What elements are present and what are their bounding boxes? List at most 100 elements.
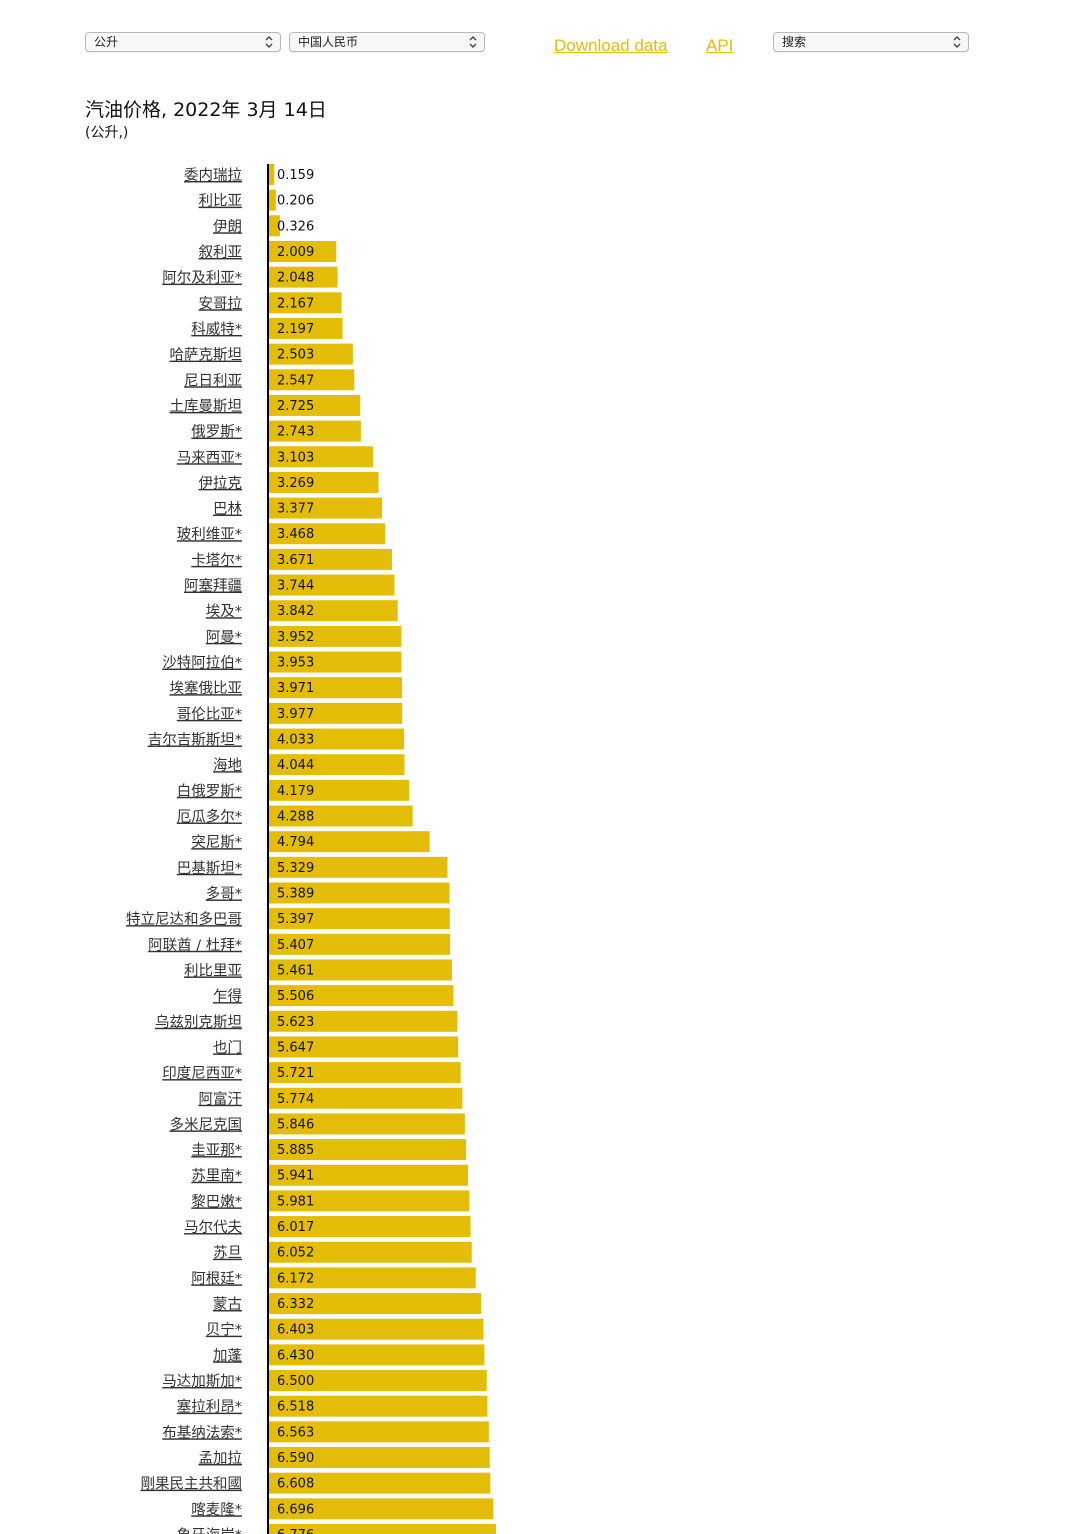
country-link-7[interactable]: 哈萨克斯坦 — [170, 347, 243, 364]
bar-value-label-5: 2.167 — [277, 296, 314, 311]
bar-value-label-22: 4.033 — [277, 733, 314, 748]
country-link-17[interactable]: 埃及* — [206, 603, 242, 620]
download-data-link[interactable]: Download data — [554, 36, 668, 55]
unit-select[interactable]: 公升 — [85, 32, 281, 52]
bar-value-label-16: 3.744 — [277, 579, 314, 594]
bar-value-label-26: 4.794 — [277, 835, 314, 850]
bar-value-label-50: 6.590 — [277, 1451, 314, 1466]
country-link-35[interactable]: 印度尼西亚* — [162, 1065, 242, 1082]
bar-41 — [269, 1216, 471, 1238]
country-link-14[interactable]: 玻利维亚* — [177, 526, 242, 543]
country-link-27[interactable]: 巴基斯坦* — [177, 860, 242, 877]
country-link-45[interactable]: 贝宁* — [206, 1322, 242, 1339]
bar-value-label-29: 5.397 — [277, 912, 314, 927]
bar-value-label-32: 5.506 — [277, 989, 314, 1004]
country-link-50[interactable]: 孟加拉 — [199, 1450, 243, 1467]
country-link-37[interactable]: 多米尼克国 — [170, 1116, 243, 1133]
country-link-12[interactable]: 伊拉克 — [199, 475, 243, 492]
country-link-21[interactable]: 哥伦比亚* — [177, 706, 242, 723]
country-link-16[interactable]: 阿塞拜疆 — [184, 577, 242, 595]
bar-value-label-3: 2.009 — [277, 245, 314, 260]
bar-value-label-47: 6.500 — [277, 1374, 314, 1389]
country-link-11[interactable]: 马来西亚* — [177, 449, 242, 466]
bar-value-label-15: 3.671 — [277, 553, 314, 568]
bar-value-label-33: 5.623 — [277, 1015, 314, 1030]
country-link-49[interactable]: 布基纳法索* — [162, 1424, 242, 1441]
country-link-43[interactable]: 阿根廷* — [191, 1270, 242, 1287]
country-link-26[interactable]: 突尼斯* — [191, 834, 242, 851]
currency-select[interactable]: 中国人民币 — [289, 32, 485, 52]
country-link-29[interactable]: 特立尼达和多巴哥 — [126, 911, 242, 928]
bar-value-label-7: 2.503 — [277, 348, 314, 363]
api-link[interactable]: API — [706, 36, 734, 55]
country-link-19[interactable]: 沙特阿拉伯* — [162, 655, 242, 672]
country-link-32[interactable]: 乍得 — [213, 988, 242, 1005]
bar-value-label-44: 6.332 — [277, 1297, 314, 1312]
country-link-41[interactable]: 马尔代夫 — [184, 1219, 242, 1236]
bar-chart: 委内瑞拉 0.159 利比亚 0.206 伊朗 0.326 叙利亚 2.009 阿尔及利亚* 2.… — [126, 164, 496, 1534]
bar-40 — [269, 1190, 470, 1212]
country-link-15[interactable]: 卡塔尔* — [191, 552, 242, 569]
bar-value-label-36: 5.774 — [277, 1092, 314, 1107]
country-link-24[interactable]: 白俄罗斯* — [177, 783, 242, 800]
bar-8 — [269, 369, 355, 391]
country-link-38[interactable]: 圭亚那* — [191, 1142, 242, 1159]
bar-0 — [269, 164, 275, 185]
country-link-10[interactable]: 俄罗斯* — [191, 424, 242, 441]
country-link-46[interactable]: 加蓬 — [213, 1347, 242, 1364]
bar-value-label-23: 4.044 — [277, 758, 314, 773]
bar-20 — [269, 677, 403, 699]
country-link-33[interactable]: 乌兹别克斯坦 — [155, 1014, 242, 1031]
bar-48 — [269, 1395, 488, 1417]
bar-36 — [269, 1087, 463, 1109]
country-link-31[interactable]: 利比里亚 — [184, 962, 242, 979]
country-link-39[interactable]: 苏里南* — [191, 1168, 242, 1185]
bar-value-label-14: 3.468 — [277, 527, 314, 542]
country-link-28[interactable]: 多哥* — [206, 885, 242, 902]
country-link-3[interactable]: 叙利亚 — [199, 244, 243, 261]
country-link-40[interactable]: 黎巴嫩* — [191, 1193, 242, 1210]
search-select[interactable]: 搜索 — [773, 32, 969, 52]
search-select-value: 搜索 — [782, 35, 807, 49]
country-link-52[interactable]: 喀麦隆* — [191, 1501, 242, 1518]
bar-32 — [269, 985, 454, 1007]
country-link-20[interactable]: 埃塞俄比亚 — [170, 679, 243, 697]
country-link-47[interactable]: 马达加斯加* — [162, 1373, 242, 1390]
bar-value-label-25: 4.288 — [277, 810, 314, 825]
bar-2 — [269, 215, 280, 237]
country-link-18[interactable]: 阿曼* — [206, 629, 242, 646]
bar-value-label-13: 3.377 — [277, 502, 314, 517]
country-link-36[interactable]: 阿富汗 — [199, 1090, 243, 1108]
country-link-2[interactable]: 伊朗 — [213, 218, 242, 235]
bar-value-label-1: 0.206 — [277, 194, 314, 209]
country-link-51[interactable]: 剛果民主共和國 — [141, 1476, 243, 1493]
bar-value-label-2: 0.326 — [277, 219, 314, 234]
select-arrows-icon — [953, 36, 961, 48]
bar-value-label-21: 3.977 — [277, 707, 314, 722]
bar-value-label-38: 5.885 — [277, 1143, 314, 1158]
country-link-48[interactable]: 塞拉利昂* — [177, 1398, 242, 1416]
country-link-42[interactable]: 苏旦 — [213, 1245, 242, 1262]
bar-18 — [269, 625, 402, 647]
country-link-25[interactable]: 厄瓜多尔* — [177, 809, 242, 826]
select-arrows-icon — [265, 36, 273, 48]
bar-value-label-37: 5.846 — [277, 1117, 314, 1132]
country-link-44[interactable]: 蒙古 — [213, 1296, 242, 1313]
country-link-53[interactable]: 象牙海岸* — [177, 1527, 242, 1534]
country-link-9[interactable]: 土库曼斯坦 — [170, 398, 243, 415]
country-link-8[interactable]: 尼日利亚 — [184, 372, 242, 389]
country-link-4[interactable]: 阿尔及利亚* — [162, 270, 242, 287]
country-link-23[interactable]: 海地 — [213, 757, 242, 774]
country-link-0[interactable]: 委内瑞拉 — [184, 167, 242, 184]
bar-44 — [269, 1293, 482, 1315]
country-link-5[interactable]: 安哥拉 — [199, 295, 243, 312]
country-link-6[interactable]: 科威特* — [191, 321, 242, 338]
country-link-1[interactable]: 利比亚 — [199, 193, 243, 210]
country-link-34[interactable]: 也门 — [213, 1039, 242, 1056]
country-link-30[interactable]: 阿联酋 / 杜拜* — [148, 936, 242, 954]
country-link-13[interactable]: 巴林 — [213, 501, 242, 518]
country-link-22[interactable]: 吉尔吉斯斯坦* — [148, 732, 242, 749]
bar-value-label-34: 5.647 — [277, 1040, 314, 1055]
bar-value-label-31: 5.461 — [277, 963, 314, 978]
bar-value-label-6: 2.197 — [277, 322, 314, 337]
